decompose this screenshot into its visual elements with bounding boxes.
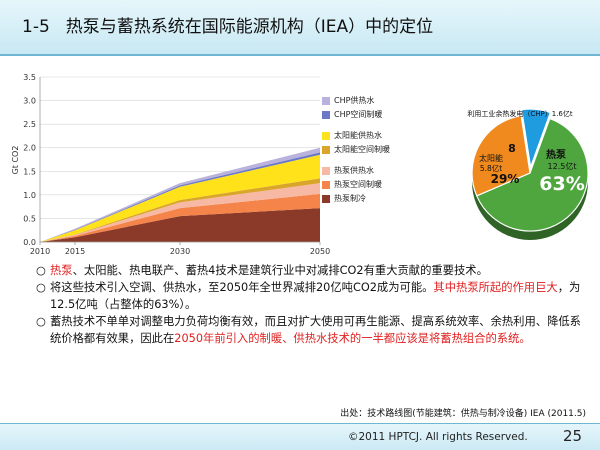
bullet-marker: ○ [36,264,46,277]
bullet-marker: ○ [36,315,46,328]
legend-swatch [322,96,330,105]
bullet-text: 、太阳能、热电联产、蓄热4技术是建筑行业中对减排CO2有重大贡献的重要技术。 [72,264,488,277]
source-note: 出处：技术路线图(节能建筑：供热与制冷设备) IEA (2011.5) [340,409,586,419]
area-series-3 [40,183,320,242]
pie-slice-3 [521,108,552,168]
x-tick-label: 2010 [30,247,50,256]
area-series-5 [40,154,320,242]
area-series-4 [40,178,320,242]
footer-bar [0,424,600,450]
legend-label: 热泵供热水 [334,166,374,175]
legend-item: 太阳能供热水 [322,131,382,141]
bullet-item: ○ 热泵、太阳能、热电联产、蓄热4技术是建筑行业中对减排CO2有重大贡献的重要技术… [36,262,584,279]
area-series-7 [40,147,320,242]
legend-label: 热泵制冷 [334,194,366,203]
bullet-text: ，为12.5亿吨（占整体的63%）。 [50,281,581,311]
bullet-item: ○ 将这些技术引入空调、供热水，至2050年全世界减排20亿吨CO2成为可能。其中… [36,279,584,313]
bullet-text: 蓄热技术不单单对调整电力负荷均衡有效，而且对扩大使用可再生能源、提高系统效率、余… [50,315,581,345]
legend-label: 热泵空间制暖 [334,180,382,189]
legend-label: 太阳能供热水 [334,131,382,140]
x-tick-label: 2015 [65,247,85,256]
pie-label-solar-percent: 29% [491,172,520,186]
legend-label: CHP供热水 [334,96,375,105]
title-divider [0,54,600,56]
page-number: 25 [563,427,583,445]
pie-label-heatpump-name: 热泵 [546,148,567,161]
y-axis-label: Gt CO2 [11,146,20,175]
bullet-highlight: 热泵 [50,264,73,277]
pie-slice-2 [471,115,531,197]
legend-item: 热泵空间制暖 [322,180,382,190]
bullet-text: 将这些技术引入空调、供热水，至2050年全世界减排20亿吨CO2成为可能。 [50,281,434,294]
pie-label-heatpump-value: 12.5亿t [548,161,577,171]
y-tick-label: 3.5 [23,73,36,82]
y-tick-label: 3.0 [23,97,36,106]
y-tick-label: 1.5 [23,167,36,176]
pie-label-chp-percent: 8 [508,142,516,155]
legend-item: 太阳能空间制暖 [322,145,390,155]
legend-swatch [322,110,330,119]
legend-item: CHP空间制暖 [322,110,382,120]
section-number: 1-5 [22,17,50,37]
legend-swatch [322,166,330,175]
title-label: 热泵与蓄热系统在国际能源机构（IEA）中的定位 [65,17,434,37]
bullet-highlight: 其中热泵所起的作用巨大 [433,281,558,294]
x-tick-label: 2030 [170,247,190,256]
y-tick-label: 1.0 [23,191,36,200]
area-axes: 0.0 0.5 1.0 1.5 2.0 2.5 3.0 3.5 2010 2015 2030 2050 [23,73,330,256]
y-tick-label: 2.5 [23,120,36,129]
legend-item: 热泵供热水 [322,166,374,176]
copyright: ©2011 HPTCJ. All rights Reserved. [348,431,528,443]
title-bar: 1-5 热泵与蓄热系统在国际能源机构（IEA）中的定位 [0,0,600,54]
bullet-highlight: 2050年前引入的制暖、供热水技术的一半都应该是将蓄热组合的系统。 [174,332,531,345]
page-title: 1-5 热泵与蓄热系统在国际能源机构（IEA）中的定位 [22,12,433,37]
area-layers [40,147,320,242]
pie-slice-1 [475,117,589,232]
pie-label-chp-name: 利用工业余热发电（CHP）1.6亿t [467,109,573,118]
legend-item: 热泵制冷 [322,194,366,204]
pie-label-solar-name: 太阳能 [479,153,503,163]
bullet-marker: ○ [36,281,46,294]
area-series-2 [40,193,320,242]
legend-label: CHP空间制暖 [334,110,383,119]
legend-item: CHP供热水 [322,96,374,106]
bullet-list: ○ 热泵、太阳能、热电联产、蓄热4技术是建筑行业中对减排CO2有重大贡献的重要技术… [36,262,584,347]
pie-label-heatpump-percent: 63% [539,173,584,195]
legend-swatch [322,145,330,154]
y-tick-label: 0.0 [23,238,36,247]
x-tick-label: 2050 [310,247,330,256]
area-series-1 [40,208,320,242]
pie-slices [471,108,589,240]
footer-divider [0,423,600,424]
legend-swatch [322,180,330,189]
legend-swatch [322,194,330,203]
legend-label: 太阳能空间制暖 [334,145,390,154]
y-tick-label: 2.0 [23,144,36,153]
legend-swatch [322,131,330,140]
pie-label-solar-value: 5.8亿t [480,163,502,173]
y-tick-label: 0.5 [23,214,36,223]
bullet-item: ○ 蓄热技术不单单对调整电力负荷均衡有效，而且对扩大使用可再生能源、提高系统效率、… [36,313,584,347]
